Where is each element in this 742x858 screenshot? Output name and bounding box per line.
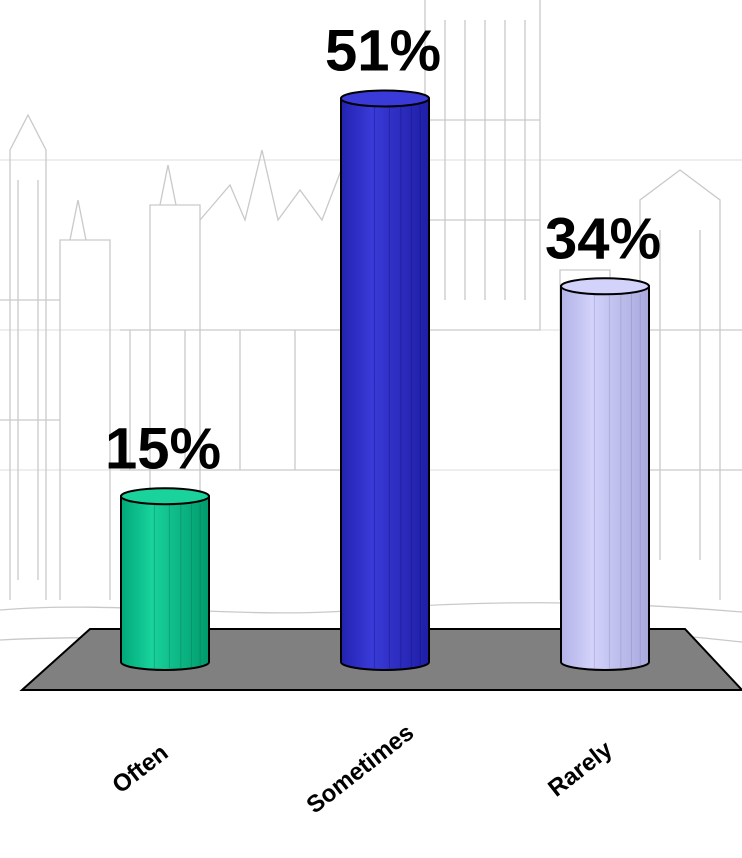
bar-body xyxy=(120,495,210,671)
bar-sometimes xyxy=(340,89,430,671)
bar-body xyxy=(560,285,650,671)
value-label: 34% xyxy=(545,206,661,271)
bar-top xyxy=(340,89,430,108)
bar-top xyxy=(560,277,650,296)
bar-body xyxy=(340,97,430,671)
value-label: 51% xyxy=(325,18,441,83)
value-label: 15% xyxy=(105,416,221,481)
bar-top xyxy=(120,487,210,506)
bar-often xyxy=(120,487,210,671)
bar-rarely xyxy=(560,277,650,671)
